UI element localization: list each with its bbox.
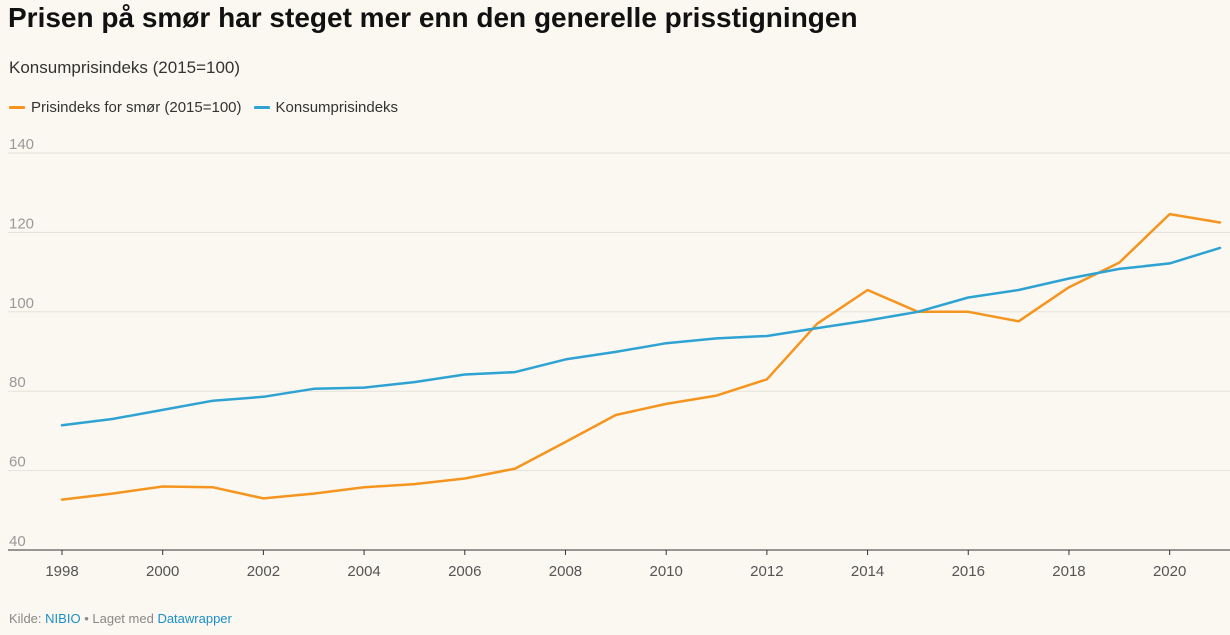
- made-with-prefix: Laget med: [92, 611, 154, 626]
- footer-separator: •: [84, 611, 89, 626]
- x-tick-label: 2018: [1052, 563, 1085, 580]
- x-axis: 1998 2000 2002 2004 2006 2008 2010 2012 2014 2016…: [45, 550, 1186, 580]
- legend-item-cpi: Konsumprisindeks: [253, 99, 399, 116]
- x-tick-label: 2004: [347, 563, 380, 580]
- legend-label-cpi: Konsumprisindeks: [275, 99, 399, 116]
- legend-swatch-butter: [9, 106, 25, 109]
- series-line-butter: [60, 212, 1222, 501]
- series-line-cpi: [60, 246, 1222, 427]
- y-tick-label: 60: [9, 454, 26, 471]
- x-tick-label: 2010: [649, 563, 682, 580]
- legend-label-butter: Prisindeks for smør (2015=100): [31, 99, 242, 116]
- y-tick-label: 140: [9, 136, 34, 153]
- y-axis: 40 60 80 100 120 140: [9, 136, 34, 550]
- legend-swatch-cpi: [253, 106, 270, 109]
- x-tick-label: 2008: [549, 563, 582, 580]
- x-tick-label: 2002: [247, 563, 280, 580]
- x-tick-label: 2016: [952, 563, 985, 580]
- chart-title: Prisen på smør har steget mer enn den ge…: [8, 2, 858, 33]
- footer-source: Kilde: NIBIO • Laget med Datawrapper: [9, 611, 232, 626]
- x-tick-label: 1998: [45, 563, 78, 580]
- legend: Prisindeks for smør (2015=100) Konsumpri…: [9, 99, 410, 116]
- grid-lines: [8, 152, 1230, 551]
- legend-item-butter: Prisindeks for smør (2015=100): [9, 99, 242, 116]
- datawrapper-link[interactable]: Datawrapper: [157, 611, 232, 626]
- y-tick-label: 120: [9, 215, 34, 232]
- x-tick-label: 2020: [1153, 563, 1186, 580]
- x-tick-label: 2006: [448, 563, 481, 580]
- y-tick-label: 40: [9, 533, 26, 550]
- series-lines: [60, 212, 1222, 501]
- y-tick-label: 80: [9, 374, 26, 391]
- x-tick-label: 2014: [851, 563, 884, 580]
- source-link[interactable]: NIBIO: [45, 611, 81, 626]
- chart-subtitle: Konsumprisindeks (2015=100): [9, 58, 241, 77]
- y-tick-label: 100: [9, 295, 34, 312]
- source-prefix: Kilde:: [9, 611, 42, 626]
- x-tick-label: 2012: [750, 563, 783, 580]
- x-tick-label: 2000: [146, 563, 179, 580]
